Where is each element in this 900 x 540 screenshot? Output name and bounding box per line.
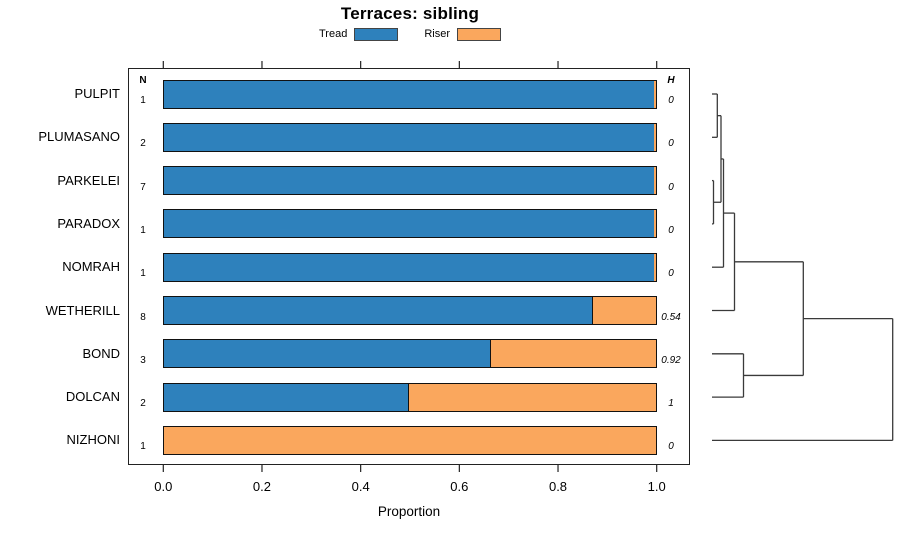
x-tick-label: 0.6 bbox=[450, 479, 469, 494]
n-value: 1 bbox=[140, 95, 146, 106]
n-value: 1 bbox=[140, 268, 146, 280]
bar-segment-tread bbox=[164, 340, 492, 368]
legend-item: Tread bbox=[319, 27, 399, 41]
n-value: 8 bbox=[140, 311, 146, 323]
bar-row-plumasano bbox=[163, 122, 657, 152]
h-value: 1 bbox=[668, 398, 674, 410]
bar-segment-tread bbox=[164, 253, 655, 281]
x-tick-label: 1.0 bbox=[647, 479, 666, 494]
bar-segment-tread bbox=[164, 80, 655, 108]
legend-swatch-tread bbox=[354, 27, 399, 41]
plot-area bbox=[128, 68, 690, 465]
bar-row-parkelei bbox=[163, 166, 657, 196]
h-value: 0 bbox=[668, 224, 674, 236]
bar-segment-tread bbox=[164, 297, 594, 324]
bar-segment-tread bbox=[164, 383, 410, 411]
h-value: 0 bbox=[668, 181, 674, 193]
n-value: 2 bbox=[140, 398, 146, 410]
chart-title: Terraces: sibling bbox=[340, 4, 480, 23]
n-value: 3 bbox=[140, 354, 146, 366]
legend-item: Riser bbox=[424, 27, 501, 41]
h-value: 0 bbox=[668, 95, 674, 106]
bar-segment-tread bbox=[164, 123, 655, 151]
legend: Tread Riser bbox=[130, 25, 690, 43]
bar-row-nizhoni bbox=[163, 425, 657, 455]
x-tick-label: 0.8 bbox=[548, 479, 568, 494]
category-label: DOLCAN bbox=[65, 389, 120, 405]
x-tick-label: 0.2 bbox=[252, 479, 271, 494]
legend-label: Tread bbox=[319, 28, 348, 40]
category-label: PULPIT bbox=[74, 86, 120, 101]
bar-row-bond bbox=[163, 339, 657, 369]
bar-row-wetherill bbox=[163, 296, 657, 325]
x-tick-label: 0.0 bbox=[154, 479, 173, 494]
category-label: NIZHONI bbox=[66, 432, 120, 448]
category-label: BOND bbox=[82, 345, 120, 361]
x-axis-label: Proportion bbox=[377, 504, 441, 519]
bar-segment-tread bbox=[164, 210, 655, 238]
category-label: NOMRAH bbox=[62, 259, 120, 275]
bar-row-dolcan bbox=[163, 382, 657, 412]
legend-swatch-riser bbox=[457, 27, 501, 41]
bar-row-pulpit bbox=[163, 79, 657, 109]
h-column-header: H bbox=[667, 75, 675, 86]
n-column-header: N bbox=[139, 75, 147, 86]
bar-segment-tread bbox=[164, 167, 655, 195]
h-value: 0 bbox=[668, 441, 674, 453]
bar-row-paradox bbox=[163, 209, 657, 239]
h-value: 0 bbox=[668, 268, 674, 280]
x-tick-label: 0.4 bbox=[351, 479, 370, 494]
category-label: PLUMASANO bbox=[38, 129, 120, 145]
n-value: 1 bbox=[140, 224, 146, 236]
n-value: 7 bbox=[140, 181, 146, 193]
bar-row-nomrah bbox=[163, 252, 657, 282]
n-value: 2 bbox=[140, 138, 146, 150]
h-value: 0.92 bbox=[661, 354, 681, 366]
category-label: WETHERILL bbox=[45, 302, 120, 318]
category-label: PARKELEI bbox=[57, 172, 120, 188]
h-value: 0.54 bbox=[661, 311, 681, 323]
category-label: PARADOX bbox=[57, 215, 120, 231]
h-value: 0 bbox=[668, 138, 674, 150]
n-value: 1 bbox=[140, 441, 146, 453]
legend-label: Riser bbox=[424, 28, 450, 40]
